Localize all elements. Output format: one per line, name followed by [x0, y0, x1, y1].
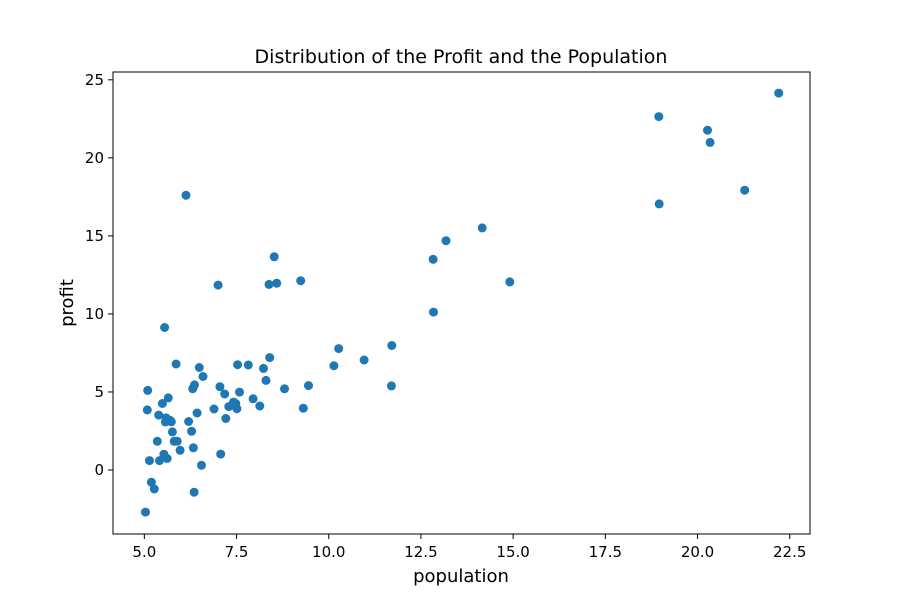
data-point: [154, 410, 164, 420]
data-point: [264, 279, 274, 289]
y-tick-label: 10: [85, 305, 104, 323]
data-point: [296, 276, 306, 286]
y-tick-label: 0: [94, 461, 104, 479]
data-point: [329, 361, 339, 371]
y-axis-label: profit: [57, 279, 78, 327]
data-point: [209, 404, 219, 414]
data-point: [220, 389, 230, 399]
data-point: [197, 460, 206, 470]
data-point: [141, 507, 150, 517]
data-point: [280, 384, 289, 394]
data-point: [272, 278, 282, 288]
data-point: [221, 414, 231, 423]
data-point: [235, 387, 244, 397]
data-points: [141, 88, 784, 517]
data-point: [259, 363, 268, 373]
x-axis-label: population: [413, 566, 509, 587]
data-point: [269, 252, 279, 262]
data-point: [261, 375, 271, 385]
data-point: [143, 385, 153, 395]
data-point: [184, 417, 194, 426]
data-point: [243, 360, 253, 370]
data-point: [740, 185, 750, 195]
chart-title: Distribution of the Profit and the Popul…: [255, 46, 668, 68]
data-point: [146, 477, 156, 487]
y-tick-label: 25: [85, 71, 104, 89]
data-point: [233, 360, 243, 370]
data-point: [703, 125, 712, 135]
x-tick-label: 12.5: [404, 543, 437, 561]
data-point: [774, 88, 784, 98]
data-point: [505, 277, 515, 287]
data-point: [171, 359, 181, 369]
x-tick-label: 17.5: [589, 543, 622, 561]
data-point: [166, 417, 176, 427]
data-point: [188, 443, 198, 453]
y-axis-ticks: 0 5 10 15 20 25: [85, 71, 113, 479]
x-tick-label: 7.5: [225, 543, 249, 561]
data-point: [441, 236, 451, 246]
x-tick-label: 22.5: [773, 543, 806, 561]
data-point: [181, 190, 191, 200]
data-point: [255, 401, 265, 411]
data-point: [359, 355, 369, 365]
data-point: [232, 404, 242, 414]
data-point: [152, 436, 162, 446]
y-tick-label: 20: [85, 149, 104, 167]
x-tick-label: 5.0: [132, 543, 156, 561]
data-point: [194, 363, 204, 372]
data-point: [142, 405, 152, 415]
data-point: [172, 436, 182, 446]
data-point: [248, 394, 258, 404]
data-point: [215, 382, 225, 392]
data-point: [187, 426, 197, 436]
data-point: [705, 137, 715, 147]
x-tick-label: 15.0: [496, 543, 529, 561]
data-point: [654, 199, 664, 209]
data-point: [163, 393, 173, 403]
plot-area-frame: [112, 71, 811, 535]
y-tick-label: 5: [94, 383, 104, 401]
data-point: [145, 456, 154, 466]
data-point: [298, 403, 308, 413]
data-point: [167, 427, 177, 437]
data-point: [155, 456, 164, 466]
data-point: [387, 341, 397, 350]
data-point: [149, 484, 159, 494]
data-point: [334, 344, 344, 354]
data-point: [265, 353, 275, 363]
data-point: [190, 380, 199, 390]
data-point: [213, 280, 223, 290]
data-point: [654, 112, 664, 122]
data-point: [160, 323, 170, 332]
data-point: [304, 381, 313, 391]
data-point: [192, 408, 202, 418]
x-axis-ticks: 5.0 7.5 10.0 12.5 15.0 17.5 20.0 22.5: [132, 534, 806, 561]
data-point: [189, 487, 199, 497]
data-point: [216, 449, 226, 459]
x-tick-label: 10.0: [312, 543, 345, 561]
data-point: [157, 399, 167, 408]
x-tick-label: 20.0: [681, 543, 714, 561]
data-point: [428, 254, 438, 264]
data-point: [175, 445, 185, 455]
data-point: [162, 454, 172, 463]
data-point: [429, 307, 438, 317]
data-point: [198, 372, 208, 381]
data-point: [386, 381, 396, 391]
data-point: [477, 223, 487, 233]
y-tick-label: 15: [85, 227, 104, 245]
